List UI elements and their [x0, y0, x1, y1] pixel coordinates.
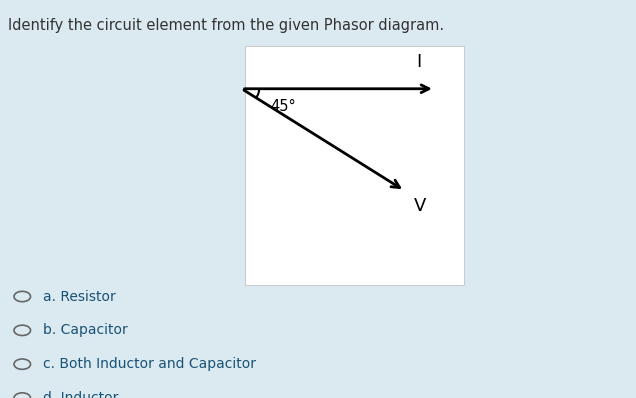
Text: Identify the circuit element from the given Phasor diagram.: Identify the circuit element from the gi…	[8, 18, 444, 33]
Text: c. Both Inductor and Capacitor: c. Both Inductor and Capacitor	[43, 357, 256, 371]
Text: 45°: 45°	[270, 99, 296, 114]
Text: a. Resistor: a. Resistor	[43, 289, 115, 304]
Text: b. Capacitor: b. Capacitor	[43, 323, 127, 338]
Bar	[245, 46, 464, 285]
Text: I: I	[416, 53, 422, 71]
Text: V: V	[414, 197, 427, 215]
Text: d. Inductor: d. Inductor	[43, 391, 118, 398]
